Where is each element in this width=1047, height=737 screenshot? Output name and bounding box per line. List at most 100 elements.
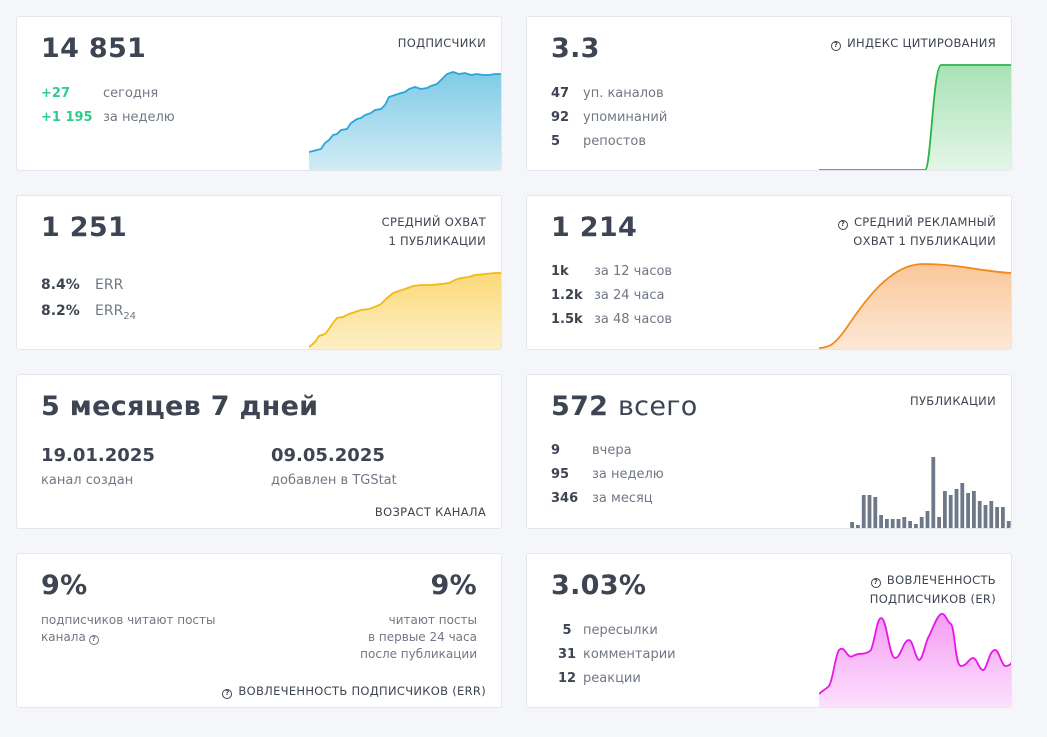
reach-value: 1 251 (41, 212, 128, 243)
er-reactions-value: 12 (557, 671, 577, 686)
posts-bar (948, 495, 953, 528)
posts-barchart (827, 457, 1011, 529)
err-left-value: 9% (41, 570, 88, 601)
posts-week-value: 95 (551, 467, 570, 482)
er-card[interactable]: 3.03% ? ВОВЛЕЧЕННОСТЬ ПОДПИСЧИКОВ (ER) 5 пе… (526, 553, 1012, 708)
posts-bar (1006, 521, 1011, 528)
posts-total-unit: всего (617, 391, 698, 422)
help-icon[interactable]: ? (870, 578, 881, 588)
ad-reach-card[interactable]: 1 214 ? СРЕДНИЙ РЕКЛАМНЫЙ ОХВАТ 1 ПУБЛИКАЦ… (526, 195, 1012, 350)
posts-bar (919, 517, 924, 528)
help-icon[interactable]: ? (88, 635, 99, 645)
subscribers-count: 14 851 (41, 33, 147, 64)
ad-reach-12h-label: за 12 часов (594, 264, 673, 279)
posts-bar (995, 507, 999, 528)
err-left-text: подписчиков читают посты канала? (41, 612, 221, 646)
posts-bar (827, 528, 831, 529)
subscribers-week-label: за неделю (103, 110, 175, 125)
reach-card[interactable]: 1 251 СРЕДНИЙ ОХВАТ 1 ПУБЛИКАЦИИ 8.4% ERR … (16, 195, 502, 350)
ad-reach-24h-row: 1.2k за 24 часа (551, 288, 664, 303)
posts-bar (1001, 507, 1005, 528)
err-left-text-content: подписчиков читают посты канала (41, 613, 216, 644)
subscribers-week-row: +1 195 за неделю (41, 110, 175, 125)
err24-label-text: ERR (95, 303, 124, 319)
added-label: добавлен в TGStat (271, 473, 397, 488)
created-date: 19.01.2025 (41, 445, 155, 466)
channel-age-caption: ВОЗРАСТ КАНАЛА (374, 505, 486, 519)
subscribers-caption: ПОДПИСЧИКИ (397, 36, 486, 50)
er-forwards-label: пересылки (583, 623, 658, 638)
citation-card[interactable]: 3.3 ? ИНДЕКС ЦИТИРОВАНИЯ 47 уп. каналов 92… (526, 16, 1012, 171)
posts-bar (902, 517, 907, 528)
ad-reach-value: 1 214 (551, 212, 638, 243)
err-right-line3: после публикации (360, 647, 477, 661)
help-icon[interactable]: ? (837, 220, 848, 230)
posts-bar (873, 497, 878, 528)
err24-label: ERR24 (95, 303, 136, 322)
posts-bar (879, 515, 883, 528)
posts-bar (960, 483, 965, 528)
er-caption-line2: ПОДПИСЧИКОВ (ER) (869, 592, 996, 606)
citation-channels-row: 47 уп. каналов (551, 86, 664, 101)
posts-card[interactable]: 572 всего ПУБЛИКАЦИИ 9 вчера 95 за неделю … (526, 374, 1012, 529)
posts-bar (972, 491, 976, 528)
posts-yesterday-value: 9 (551, 443, 561, 458)
citation-mentions-row: 92 упоминаний (551, 110, 667, 125)
ad-reach-48h-value: 1.5k (551, 312, 583, 327)
posts-bar (856, 525, 860, 528)
err-right-text: читают посты в первые 24 часа после публ… (360, 612, 477, 663)
subscribers-today-label: сегодня (103, 86, 159, 101)
subscribers-card[interactable]: 14 851 ПОДПИСЧИКИ +27 сегодня +1 195 за не… (16, 16, 502, 171)
er-value: 3.03% (551, 570, 647, 601)
ad-reach-48h-label: за 48 часов (594, 312, 673, 327)
ad-reach-12h-row: 1k за 12 часов (551, 264, 672, 279)
posts-month-row: 346 за месяц (551, 491, 653, 506)
er-sparkline (819, 612, 1011, 707)
added-date: 09.05.2025 (271, 445, 385, 466)
posts-bar (943, 491, 947, 528)
posts-total: 572 всего (551, 391, 698, 422)
reach-caption: СРЕДНИЙ ОХВАТ 1 ПУБЛИКАЦИИ (382, 213, 486, 251)
posts-bar (833, 528, 837, 529)
er-forwards-row: 5 пересылки (551, 623, 658, 638)
reach-caption-line1: СРЕДНИЙ ОХВАТ (381, 215, 486, 229)
channel-age-value: 5 месяцев 7 дней (41, 391, 319, 422)
posts-bar (896, 519, 901, 528)
er-caption: ? ВОВЛЕЧЕННОСТЬ ПОДПИСЧИКОВ (ER) (870, 571, 996, 609)
channel-age-card[interactable]: 5 месяцев 7 дней 19.01.2025 канал создан… (16, 374, 502, 529)
posts-bar (850, 522, 854, 528)
posts-bar (890, 519, 895, 528)
err-right-line2: в первые 24 часа (368, 630, 477, 644)
err-right-value: 9% (430, 570, 477, 601)
ad-reach-sparkline (819, 263, 1011, 349)
posts-bar (966, 493, 970, 528)
ad-reach-24h-value: 1.2k (551, 288, 583, 303)
posts-week-row: 95 за неделю (551, 467, 664, 482)
posts-bar (844, 528, 848, 529)
err-card[interactable]: 9% 9% подписчиков читают посты канала? ч… (16, 553, 502, 708)
citation-reposts-row: 5 репостов (551, 134, 646, 149)
citation-index: 3.3 (551, 33, 600, 64)
posts-bar (914, 524, 918, 528)
err-row: 8.4% ERR (41, 277, 123, 293)
reach-sparkline (309, 272, 501, 349)
posts-month-label: за месяц (592, 491, 653, 506)
posts-bar (954, 489, 959, 528)
posts-bar (937, 517, 941, 528)
ad-reach-caption-line2: ОХВАТ 1 ПУБЛИКАЦИИ (853, 234, 996, 248)
er-reactions-row: 12 реакции (551, 671, 641, 686)
citation-reposts-value: 5 (551, 134, 561, 149)
er-forwards-value: 5 (562, 623, 572, 638)
help-icon[interactable]: ? (831, 41, 842, 51)
posts-yesterday-label: вчера (592, 443, 632, 458)
posts-bar (867, 495, 872, 528)
ad-reach-48h-row: 1.5k за 48 часов (551, 312, 672, 327)
posts-yesterday-row: 9 вчера (551, 443, 632, 458)
posts-week-label: за неделю (592, 467, 664, 482)
subscribers-today-row: +27 сегодня (41, 86, 158, 101)
help-icon[interactable]: ? (222, 689, 233, 699)
err24-row: 8.2% ERR24 (41, 303, 136, 322)
posts-bar (885, 519, 889, 528)
posts-bar (983, 505, 988, 528)
posts-total-value: 572 (551, 391, 609, 422)
